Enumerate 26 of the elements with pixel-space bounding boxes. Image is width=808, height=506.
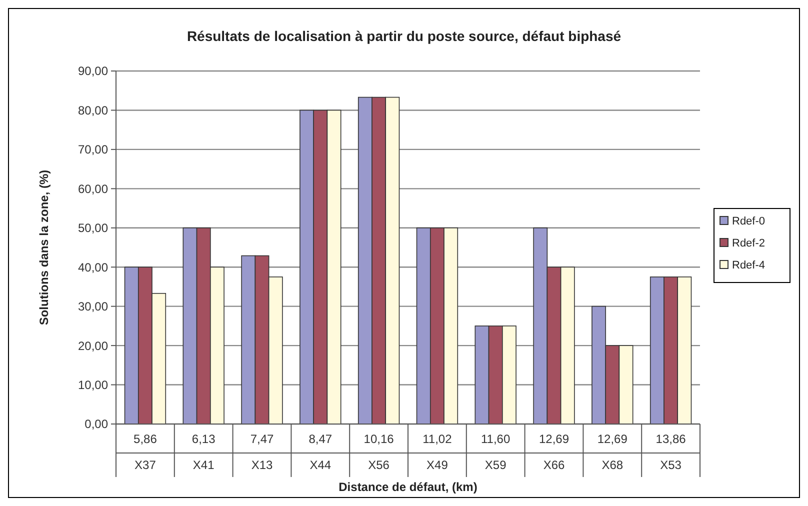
x-tick-label: 11,02 X49	[422, 432, 452, 472]
x-tick-label: 6,13 X41	[192, 432, 216, 472]
x-tick-label: 5,86 X37	[134, 432, 158, 472]
x-tick-label: 10,16 X56	[364, 432, 394, 472]
y-tick-label: 40,00	[78, 260, 108, 274]
legend-label: Rdef-4	[732, 259, 766, 272]
chart-title: Résultats de localisation à partir du poste source, défaut biphasé	[186, 28, 622, 44]
y-tick-label: 10,00	[78, 378, 108, 392]
y-tick-label: 70,00	[78, 142, 108, 157]
x-tick-label: 7,47 X13	[250, 432, 274, 472]
y-tick-label: 50,00	[78, 221, 108, 236]
y-tick-label: 60,00	[78, 182, 108, 196]
y-tick-label: 30,00	[78, 300, 108, 314]
y-tick-label: 20,00	[78, 338, 108, 353]
x-tick-label: 12,69 X66	[538, 432, 570, 472]
legend-label: Rdef-0	[732, 215, 766, 228]
x-tick-label: 12,69 X68	[597, 432, 628, 472]
x-axis-title: Distance de défaut, (km)	[338, 480, 478, 494]
x-tick-label: 8,47 X44	[308, 432, 332, 472]
x-tick-label: 13,86 X53	[656, 432, 686, 472]
legend-label: Rdef-2	[732, 237, 766, 250]
x-tick-label: 11,60 X59	[481, 432, 510, 472]
y-tick-label: 90,00	[78, 64, 108, 78]
y-tick-label: 0,00	[84, 417, 108, 432]
y-tick-label: 80,00	[78, 103, 108, 118]
y-axis-title: Solutions dans la zone, (%)	[37, 170, 51, 326]
